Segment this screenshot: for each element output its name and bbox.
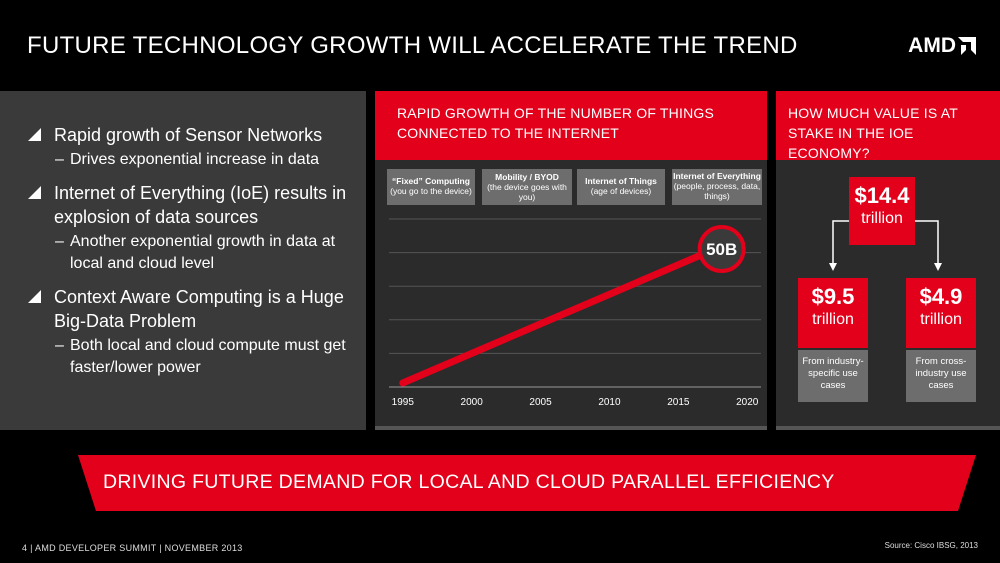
era-internet-of-things: Internet of Things (age of devices) — [577, 169, 665, 205]
bullet-text: Context Aware Computing is a Huge Big-Da… — [54, 287, 344, 331]
cross-industry-unit: trillion — [920, 311, 962, 328]
growth-header-text: RAPID GROWTH OF THE NUMBER OF THINGS CON… — [397, 105, 715, 141]
sub-bullet-text: Another exponential growth in data at lo… — [70, 233, 336, 272]
x-tick-label: 2020 — [736, 397, 759, 408]
cross-industry-amount: $4.9 — [919, 284, 963, 309]
era-title: Internet of Everything — [673, 171, 761, 181]
value-header: HOW MUCH VALUE IS AT STAKE IN THE IOE EC… — [776, 91, 1000, 161]
era-title: Mobility / BYOD — [495, 172, 559, 182]
cross-industry-value-box: $4.9 trillion — [906, 278, 976, 348]
banner-text: DRIVING FUTURE DEMAND FOR LOCAL AND CLOU… — [103, 471, 835, 493]
value-header-text: HOW MUCH VALUE IS AT STAKE IN THE IOE EC… — [788, 105, 958, 161]
demand-banner: DRIVING FUTURE DEMAND FOR LOCAL AND CLOU… — [78, 455, 976, 511]
era-title: “Fixed” Computing — [392, 176, 470, 186]
era-desc: (the device goes with you) — [487, 182, 567, 202]
growth-header: RAPID GROWTH OF THE NUMBER OF THINGS CON… — [375, 91, 767, 160]
annotation-circle — [697, 225, 746, 273]
logo-text: AMD — [908, 34, 956, 57]
bullet-list: Rapid growth of Sensor Networks – Drives … — [28, 123, 358, 389]
connected-things-chart: 1995 2000 2005 2010 2015 2020 50B — [389, 218, 761, 408]
industry-desc-box: From industry-specific use cases — [798, 350, 868, 402]
total-value-box: $14.4 trillion — [849, 177, 915, 245]
total-amount: $14.4 — [854, 183, 910, 208]
cross-industry-desc-box: From cross-industry use cases — [906, 350, 976, 402]
value-panel: HOW MUCH VALUE IS AT STAKE IN THE IOE EC… — [776, 91, 1000, 430]
sub-bullet-text: Drives exponential increase in data — [70, 151, 320, 168]
panel-bottom-strip — [375, 426, 767, 430]
triangle-bullet-icon — [28, 290, 41, 303]
annotation-label: 50B — [706, 240, 737, 259]
era-desc: (people, process, data, things) — [673, 181, 761, 201]
x-tick-label: 1995 — [392, 397, 415, 408]
era-desc: (age of devices) — [590, 186, 652, 196]
sub-bullet-2: – Another exponential growth in data at l… — [55, 233, 336, 272]
industry-value-box: $9.5 trillion — [798, 278, 868, 348]
panel-bottom-strip — [776, 426, 1000, 430]
industry-desc: From industry-specific use cases — [802, 356, 864, 391]
bullet-2: Internet of Everything (IoE) results in … — [28, 181, 358, 229]
bullet-1: Rapid growth of Sensor Networks — [28, 123, 358, 147]
amd-logo: AMD — [908, 34, 976, 58]
amd-arrow-icon — [958, 37, 976, 55]
x-tick-label: 2010 — [598, 397, 621, 408]
bullet-panel: Rapid growth of Sensor Networks – Drives … — [0, 91, 366, 430]
split-arrows-icon — [829, 220, 942, 271]
x-tick-label: 2000 — [461, 397, 484, 408]
bullet-text: Rapid growth of Sensor Networks — [54, 125, 323, 145]
slide-title: FUTURE TECHNOLOGY GROWTH WILL ACCELERATE… — [27, 32, 798, 59]
growth-panel: RAPID GROWTH OF THE NUMBER OF THINGS CON… — [375, 91, 767, 430]
triangle-bullet-icon — [28, 128, 41, 141]
sub-bullet-1: – Drives exponential increase in data — [55, 151, 320, 168]
era-internet-of-everything: Internet of Everything (people, process,… — [672, 169, 762, 205]
series-line — [399, 243, 724, 387]
slide-footer: 4 | AMD DEVELOPER SUMMIT | NOVEMBER 2013 — [22, 543, 243, 553]
bullet-text: Internet of Everything (IoE) results in … — [54, 183, 347, 227]
x-tick-label: 2015 — [667, 397, 690, 408]
industry-unit: trillion — [812, 311, 854, 328]
era-mobility: Mobility / BYOD (the device goes with yo… — [482, 169, 572, 205]
triangle-bullet-icon — [28, 186, 41, 199]
sub-bullet-text: Both local and cloud compute must get fa… — [70, 337, 346, 376]
source-note: Source: Cisco IBSG, 2013 — [884, 541, 978, 550]
era-desc: (you go to the device) — [390, 186, 472, 196]
banner-shape — [78, 455, 976, 511]
total-unit: trillion — [861, 210, 903, 227]
sub-bullet-3: – Both local and cloud compute must get f… — [55, 337, 346, 376]
bullet-3: Context Aware Computing is a Huge Big-Da… — [28, 285, 358, 333]
x-tick-label: 2005 — [529, 397, 552, 408]
industry-amount: $9.5 — [811, 284, 855, 309]
era-title: Internet of Things — [585, 176, 657, 186]
era-fixed-computing: “Fixed” Computing (you go to the device) — [387, 169, 475, 205]
cross-industry-desc: From cross-industry use cases — [915, 356, 967, 391]
